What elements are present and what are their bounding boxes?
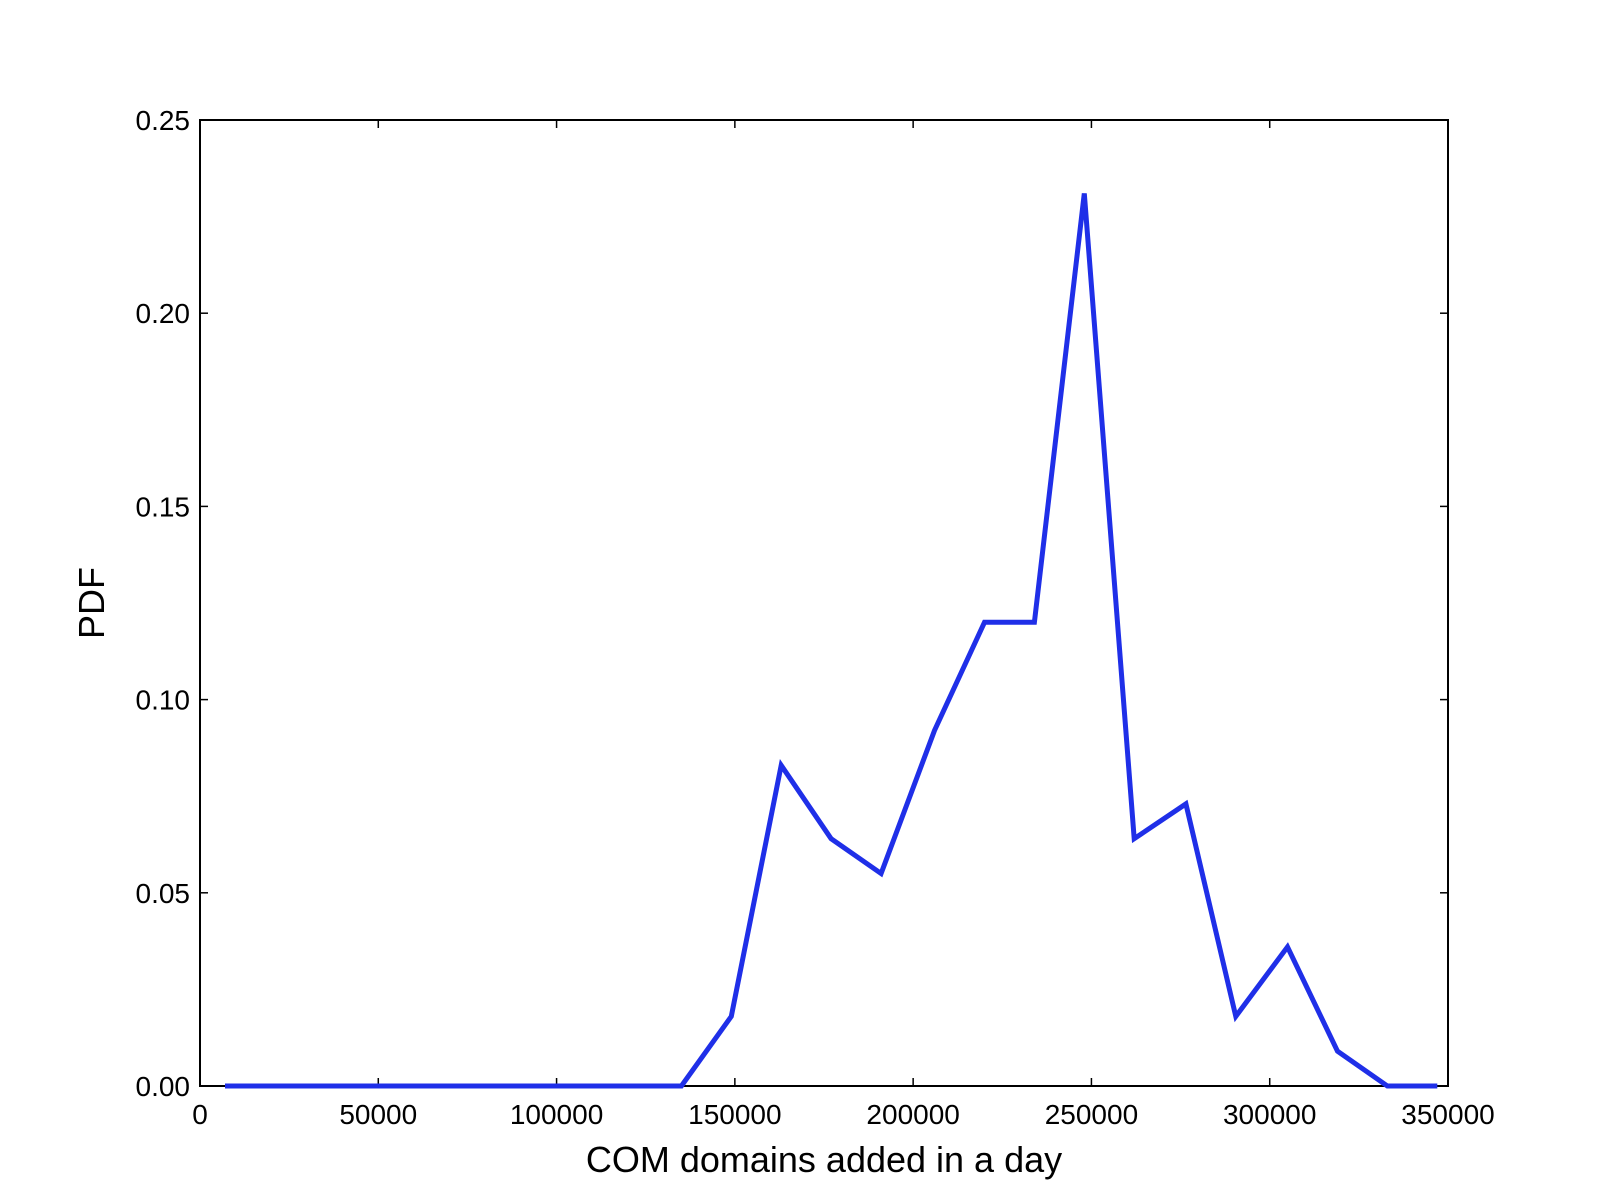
x-tick-label: 50000 [339, 1099, 417, 1130]
y-tick-label: 0.15 [136, 491, 191, 522]
series-line [225, 193, 1438, 1089]
series-group [225, 193, 1438, 1089]
x-axis-title: COM domains added in a day [586, 1139, 1062, 1180]
y-tick-label: 0.25 [136, 105, 191, 136]
x-tick-label: 100000 [510, 1099, 603, 1130]
y-tick-label: 0.00 [136, 1071, 191, 1102]
y-axis-ticks: 0.00 0.05 0.10 0.15 0.20 0.25 [136, 105, 1448, 1102]
x-tick-label: 250000 [1045, 1099, 1138, 1130]
y-tick-label: 0.05 [136, 878, 191, 909]
y-axis-title: PDF [71, 567, 112, 639]
x-tick-label: 0 [192, 1099, 208, 1130]
x-axis-ticks: 0 50000 100000 150000 200000 250000 300000 3500… [192, 120, 1495, 1130]
x-tick-label: 350000 [1401, 1099, 1494, 1130]
plot-frame [199, 119, 1449, 1087]
y-tick-label: 0.10 [136, 685, 191, 716]
x-tick-label: 150000 [688, 1099, 781, 1130]
y-tick-label: 0.20 [136, 298, 191, 329]
x-tick-label: 200000 [866, 1099, 959, 1130]
x-tick-label: 300000 [1223, 1099, 1316, 1130]
